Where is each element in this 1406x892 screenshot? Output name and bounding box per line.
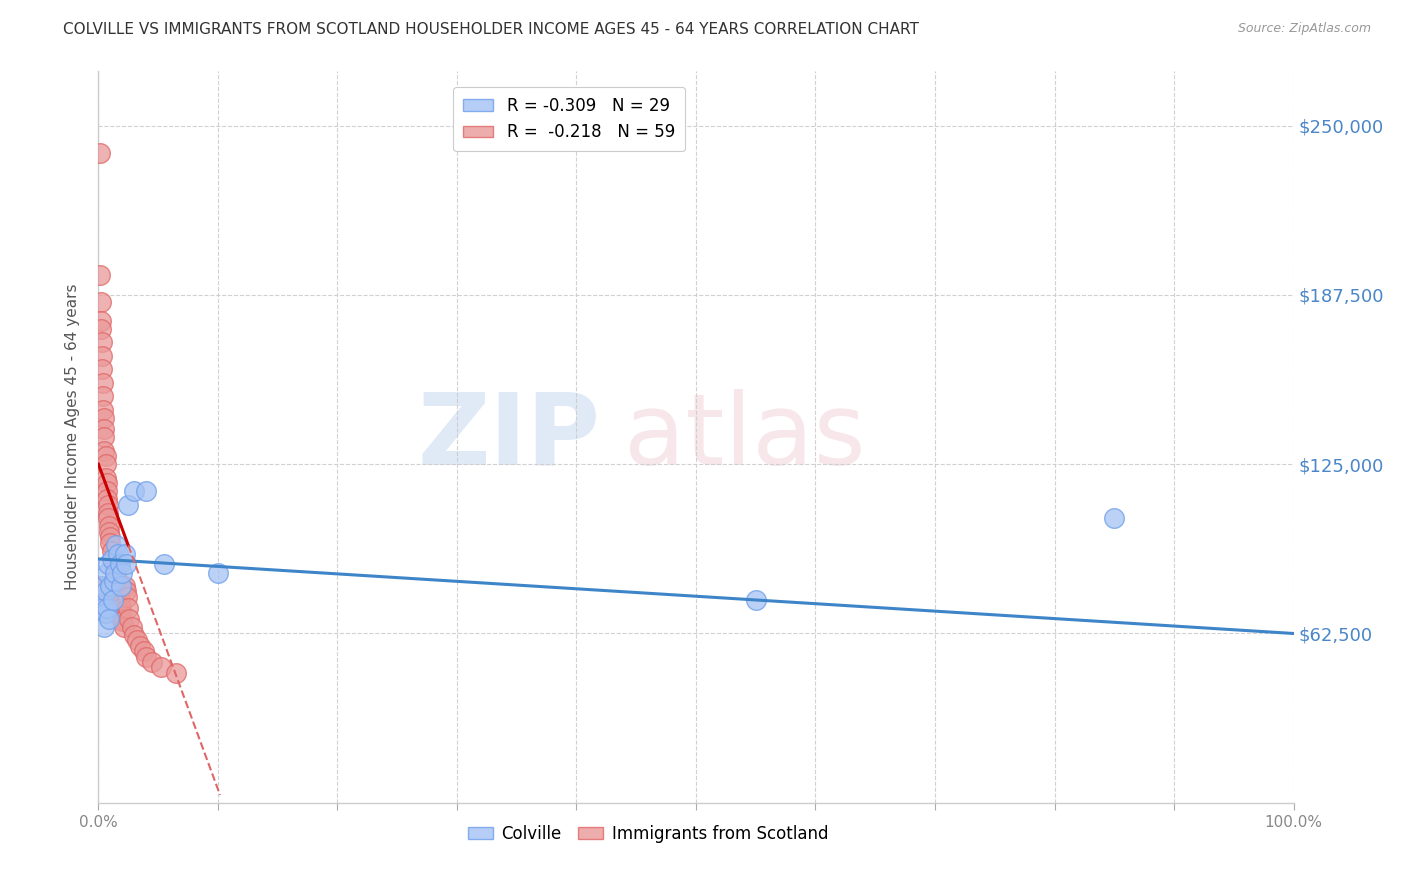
Point xyxy=(112,620,135,634)
Point xyxy=(121,620,143,634)
Point xyxy=(110,606,132,620)
Text: ZIP: ZIP xyxy=(418,389,600,485)
Point xyxy=(96,492,118,507)
Point xyxy=(108,558,131,572)
Point xyxy=(165,665,187,680)
Point xyxy=(91,403,114,417)
Point xyxy=(107,590,129,604)
Point xyxy=(114,579,136,593)
Point xyxy=(125,633,148,648)
Point xyxy=(129,639,152,653)
Point xyxy=(93,422,115,436)
Point xyxy=(97,558,120,572)
Point xyxy=(101,592,124,607)
Point xyxy=(132,644,155,658)
Point xyxy=(89,145,111,160)
Point xyxy=(117,498,139,512)
Point xyxy=(110,600,132,615)
Point xyxy=(118,611,141,625)
Point xyxy=(153,558,176,572)
Point xyxy=(105,568,128,582)
Point xyxy=(94,471,117,485)
Point xyxy=(115,584,138,599)
Point xyxy=(93,443,115,458)
Point xyxy=(1104,511,1126,525)
Point xyxy=(104,563,127,577)
Point xyxy=(91,349,114,363)
Point xyxy=(124,484,146,499)
Point xyxy=(97,506,120,520)
Point xyxy=(97,511,120,525)
Point xyxy=(108,598,131,612)
Point xyxy=(111,611,134,625)
Text: Source: ZipAtlas.com: Source: ZipAtlas.com xyxy=(1237,22,1371,36)
Point xyxy=(91,389,114,403)
Point xyxy=(94,584,117,599)
Point xyxy=(149,660,172,674)
Point xyxy=(93,620,115,634)
Point xyxy=(94,606,117,620)
Point xyxy=(91,362,114,376)
Text: atlas: atlas xyxy=(624,389,866,485)
Point xyxy=(115,590,138,604)
Point xyxy=(124,628,146,642)
Point xyxy=(93,430,115,444)
Point xyxy=(100,544,122,558)
Point xyxy=(93,411,115,425)
Point xyxy=(107,584,129,599)
Point xyxy=(98,579,122,593)
Point xyxy=(91,592,114,607)
Point xyxy=(107,547,129,561)
Point xyxy=(96,600,118,615)
Point xyxy=(114,547,136,561)
Point xyxy=(107,579,129,593)
Point xyxy=(108,592,131,607)
Y-axis label: Householder Income Ages 45 - 64 years: Householder Income Ages 45 - 64 years xyxy=(65,284,80,591)
Point xyxy=(141,655,163,669)
Point xyxy=(90,322,112,336)
Point xyxy=(115,558,138,572)
Point xyxy=(117,600,139,615)
Text: COLVILLE VS IMMIGRANTS FROM SCOTLAND HOUSEHOLDER INCOME AGES 45 - 64 YEARS CORRE: COLVILLE VS IMMIGRANTS FROM SCOTLAND HOU… xyxy=(63,22,920,37)
Point xyxy=(98,519,121,533)
Point xyxy=(98,530,122,544)
Point xyxy=(97,498,120,512)
Point xyxy=(101,552,124,566)
Point xyxy=(98,535,122,549)
Point xyxy=(111,566,134,580)
Point xyxy=(91,600,114,615)
Point xyxy=(103,558,125,572)
Point xyxy=(96,566,118,580)
Point xyxy=(135,649,157,664)
Point xyxy=(90,294,112,309)
Point xyxy=(89,579,111,593)
Point xyxy=(94,449,117,463)
Point xyxy=(110,579,132,593)
Point xyxy=(111,615,134,629)
Point xyxy=(103,574,125,588)
Point xyxy=(96,484,118,499)
Point xyxy=(91,335,114,350)
Point xyxy=(105,538,128,552)
Point xyxy=(91,376,114,390)
Point xyxy=(96,476,118,491)
Point xyxy=(94,457,117,471)
Point xyxy=(90,313,112,327)
Point xyxy=(98,611,121,625)
Point xyxy=(105,574,128,588)
Point xyxy=(745,592,768,607)
Point xyxy=(104,566,127,580)
Point xyxy=(135,484,157,499)
Point xyxy=(100,552,122,566)
Point xyxy=(207,566,229,580)
Legend: Colville, Immigrants from Scotland: Colville, Immigrants from Scotland xyxy=(461,818,835,849)
Point xyxy=(93,579,115,593)
Point xyxy=(98,524,121,539)
Point xyxy=(89,268,111,282)
